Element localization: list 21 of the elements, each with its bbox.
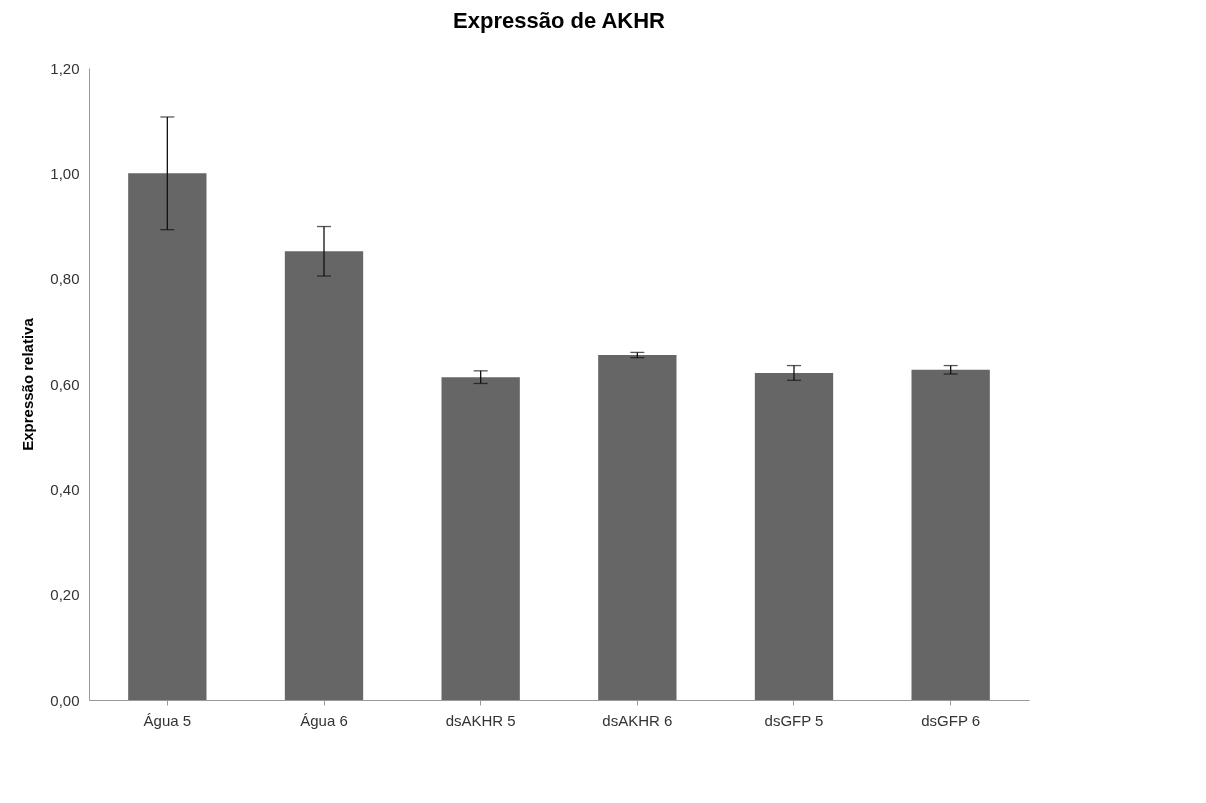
bar bbox=[911, 369, 990, 700]
x-tick-label: dsAKHR 5 bbox=[445, 711, 516, 729]
bar bbox=[441, 377, 520, 700]
x-tick-label: dsGFP 5 bbox=[764, 711, 824, 729]
chart-title: Expressão de AKHR bbox=[453, 8, 666, 33]
y-axis-title: Expressão relativa bbox=[19, 317, 37, 451]
y-tick-label: 0,40 bbox=[50, 480, 80, 498]
bar bbox=[598, 355, 677, 700]
bar bbox=[284, 251, 364, 700]
y-tick-label: 0,80 bbox=[50, 270, 80, 288]
y-tick-label: 0,00 bbox=[50, 691, 80, 709]
y-tick-label: 0,60 bbox=[50, 375, 80, 393]
bar bbox=[754, 372, 834, 700]
y-tick-label: 1,20 bbox=[50, 59, 80, 77]
x-tick-label: dsAKHR 6 bbox=[602, 711, 673, 729]
y-tick-label: 1,00 bbox=[50, 164, 80, 182]
x-tick-label: Água 6 bbox=[300, 711, 348, 729]
bar bbox=[128, 173, 207, 700]
x-tick-label: Água 5 bbox=[143, 711, 192, 729]
y-tick-label: 0,20 bbox=[50, 586, 80, 604]
x-tick-label: dsGFP 6 bbox=[921, 711, 981, 729]
